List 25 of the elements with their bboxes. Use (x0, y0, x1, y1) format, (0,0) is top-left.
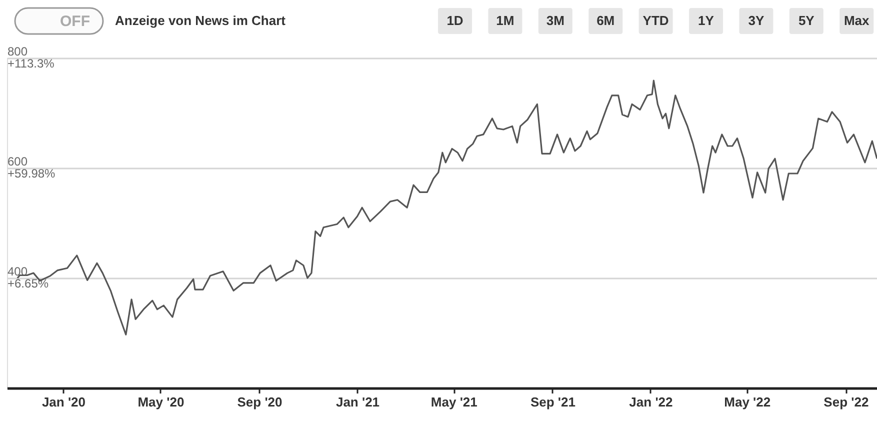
x-tick-label: Jan '22 (629, 394, 673, 410)
x-tick-label: Sep '22 (824, 394, 869, 410)
text: 5Y (798, 13, 815, 28)
x-tick-label: May '22 (724, 394, 771, 410)
text: 1M (496, 13, 514, 28)
x-tick-label: Jan '20 (42, 394, 86, 410)
text: 6M (596, 13, 615, 28)
text: Max (844, 13, 870, 28)
text: Anzeige von News im Chart (115, 13, 286, 28)
y-tick-label: 600 (8, 154, 28, 168)
text: 3Y (748, 13, 764, 28)
x-tick-label: May '20 (138, 394, 184, 410)
x-tick-label: Sep '21 (530, 394, 576, 410)
text: 3M (546, 13, 564, 28)
y2-tick-label: +6.65% (8, 276, 49, 291)
text: 1Y (698, 13, 714, 28)
x-tick-label: May '21 (430, 394, 478, 410)
y2-tick-label: +113.3% (8, 56, 55, 70)
text: YTD (642, 13, 669, 28)
x-tick-label: Sep '20 (237, 394, 282, 410)
text: 1D (446, 13, 464, 28)
y2-tick-label: +59.98% (8, 166, 56, 180)
x-tick-label: Jan '21 (336, 394, 380, 410)
text: OFF (60, 13, 90, 30)
y-tick-label: 800 (8, 44, 28, 58)
